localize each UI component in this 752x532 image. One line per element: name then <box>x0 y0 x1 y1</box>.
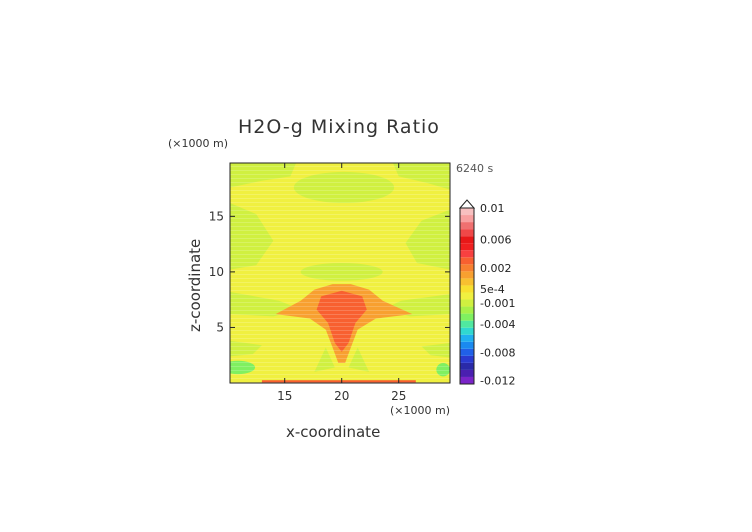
x-tick-label: 25 <box>391 389 406 403</box>
raster-texture <box>230 163 450 383</box>
colorbar-segment <box>460 208 474 216</box>
colorbar-segment <box>460 236 474 244</box>
time-label: 6240 s <box>456 162 494 175</box>
x-tick-label: 15 <box>277 389 292 403</box>
colorbar-tick-label: -0.008 <box>480 346 515 359</box>
contour-field <box>230 163 450 383</box>
x-axis-label: x-coordinate <box>286 423 381 441</box>
colorbar-segment <box>460 243 474 251</box>
colorbar-tick-label: -0.001 <box>480 297 515 310</box>
colorbar-segment <box>460 271 474 279</box>
chart-title: H2O-g Mixing Ratio <box>238 116 440 138</box>
plot-frame <box>229 162 451 384</box>
colorbar-tick-label: -0.012 <box>480 374 515 387</box>
colorbar-tick-label: 0.01 <box>480 202 505 215</box>
colorbar-tick-label: 0.006 <box>480 234 512 247</box>
colorbar-segment <box>460 250 474 258</box>
colorbar-segment <box>460 334 474 342</box>
colorbar-segment <box>460 348 474 356</box>
colorbar-segment <box>460 222 474 230</box>
y-tick-label: 5 <box>216 320 224 334</box>
colorbar-segment <box>460 292 474 300</box>
y-unit-label: (×1000 m) <box>168 137 229 150</box>
colorbar-segment <box>460 299 474 307</box>
plot-axes: 15 20 25 5 10 15 <box>209 162 451 403</box>
y-tick-label: 15 <box>209 209 224 223</box>
x-unit-label: (×1000 m) <box>390 404 451 417</box>
colorbar-segment <box>460 369 474 377</box>
colorbar-tick-label: 5e-4 <box>480 283 505 296</box>
colorbar-segment <box>460 362 474 370</box>
x-tick-label: 20 <box>334 389 349 403</box>
colorbar-segment <box>460 355 474 363</box>
colorbar-segment <box>460 376 474 384</box>
colorbar-segment <box>460 327 474 335</box>
triangle-up-icon <box>458 199 476 209</box>
colorbar-segment <box>460 341 474 349</box>
colorbar-tick-label: -0.004 <box>480 318 515 331</box>
colorbar-segment <box>460 264 474 272</box>
y-tick-label: 10 <box>209 265 224 279</box>
colorbar-segment <box>460 313 474 321</box>
colorbar-segment <box>460 257 474 265</box>
colorbar-tick-label: 0.002 <box>480 262 512 275</box>
colorbar-segment <box>460 320 474 328</box>
colorbar-segment <box>460 215 474 223</box>
colorbar-segment <box>460 306 474 314</box>
colorbar-segment <box>460 229 474 237</box>
colorbar-segment <box>460 278 474 286</box>
colorbar-segment <box>460 285 474 293</box>
colorbar: 0.01 0.006 0.002 5e-4-0.001 -0.004 -0.008 -0.0… <box>458 199 515 387</box>
